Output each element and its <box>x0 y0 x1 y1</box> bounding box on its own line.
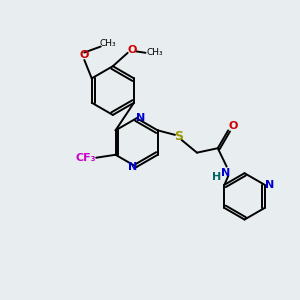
Text: O: O <box>128 45 137 55</box>
Text: H: H <box>212 172 221 182</box>
Text: O: O <box>80 50 89 61</box>
Text: CF₃: CF₃ <box>76 153 96 163</box>
Text: N: N <box>136 113 146 123</box>
Text: O: O <box>229 121 238 131</box>
Text: CH₃: CH₃ <box>146 48 163 57</box>
Text: N: N <box>128 162 137 172</box>
Text: S: S <box>174 130 183 143</box>
Text: N: N <box>265 180 274 190</box>
Text: CH₃: CH₃ <box>100 39 116 48</box>
Text: N: N <box>220 168 230 178</box>
